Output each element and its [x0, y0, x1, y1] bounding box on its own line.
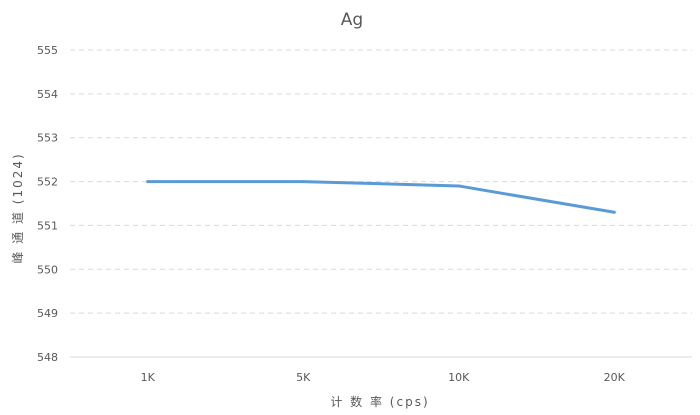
- y-axis-label: 峰 通 道 (1024): [11, 152, 25, 263]
- y-tick-label: 550: [37, 263, 58, 276]
- series-layer: [146, 180, 616, 214]
- x-tick-label: 5K: [296, 371, 311, 384]
- y-tick-label: 552: [37, 176, 58, 189]
- data-point: [612, 210, 616, 214]
- y-tick-label: 548: [37, 351, 58, 364]
- x-axis-label: 计 数 率 (cps): [330, 394, 429, 409]
- x-tick-label: 1K: [141, 371, 156, 384]
- series-line: [146, 180, 616, 214]
- y-axis-ticks: 548 549 550 551 552 553 554 555: [37, 44, 58, 364]
- y-tick-label: 553: [37, 132, 58, 145]
- data-point: [301, 180, 305, 184]
- data-point: [146, 180, 150, 184]
- grid-lines: [70, 49, 692, 358]
- x-axis-ticks: 1K 5K 10K 20K: [141, 371, 626, 384]
- chart-title: Ag: [341, 10, 363, 30]
- y-tick-label: 554: [37, 88, 58, 101]
- y-tick-label: 549: [37, 307, 58, 320]
- x-tick-label: 10K: [448, 371, 470, 384]
- x-tick-label: 20K: [604, 371, 626, 384]
- y-tick-label: 551: [37, 219, 58, 232]
- data-point: [457, 184, 461, 188]
- y-tick-label: 555: [37, 44, 58, 57]
